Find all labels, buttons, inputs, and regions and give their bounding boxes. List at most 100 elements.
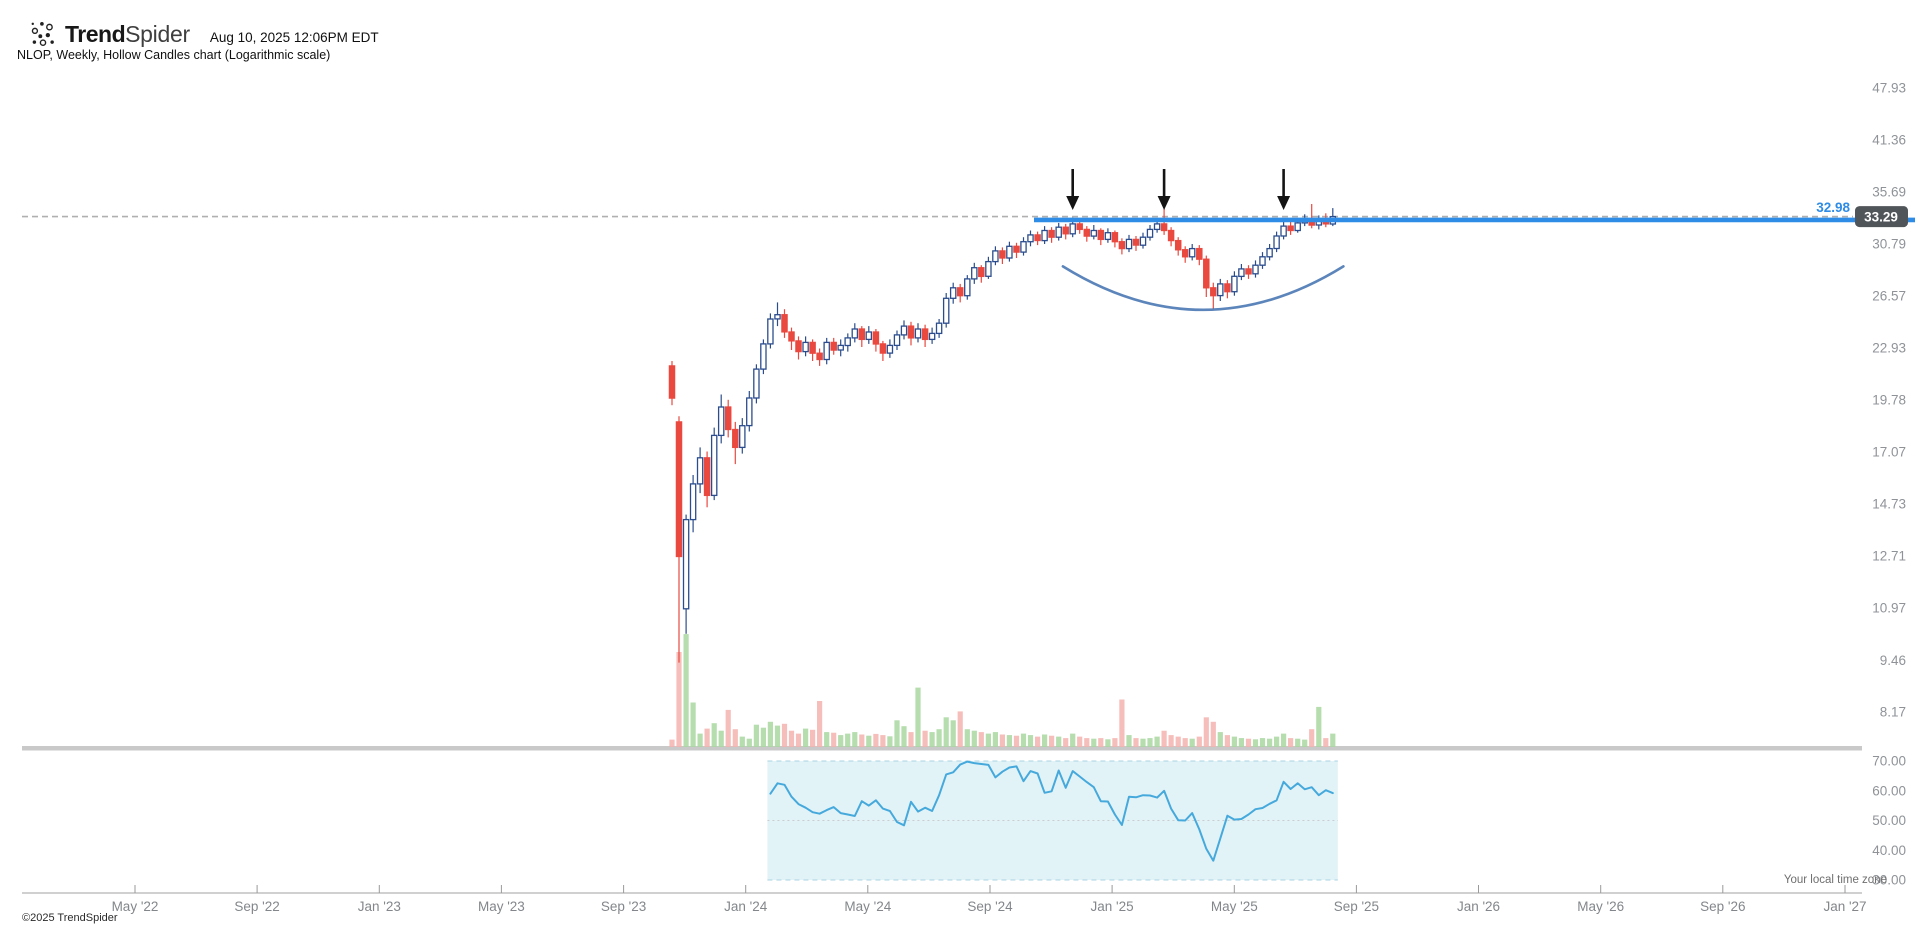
volume-bar (1084, 738, 1090, 747)
volume-bar (845, 733, 851, 747)
volume-bar (873, 733, 879, 747)
volume-bar (824, 732, 830, 747)
candle-body (1266, 247, 1273, 258)
candle-body (1076, 223, 1083, 231)
candle-body (816, 352, 823, 361)
volume-bar (1189, 738, 1195, 747)
candle-body (1132, 238, 1140, 246)
volume-bar (859, 734, 865, 747)
candle-body (703, 457, 711, 497)
candle-body (865, 331, 873, 341)
candle-body (1167, 229, 1175, 242)
candle-body (928, 332, 936, 341)
volume-bar (1245, 738, 1252, 747)
volume-bar (1056, 736, 1062, 747)
time-axis-label: Jan '25 (1091, 899, 1134, 914)
candle-body (781, 314, 788, 333)
time-axis-label: May '26 (1577, 899, 1624, 914)
candle-body (1160, 223, 1168, 232)
candle-body (956, 287, 964, 297)
candle-body (837, 344, 844, 351)
price-axis-label: 17.07 (1872, 445, 1906, 460)
volume-bar (746, 738, 752, 747)
volume-bar (1224, 735, 1230, 747)
candle-body (1041, 229, 1048, 242)
volume-bar (1316, 706, 1322, 747)
candle-body (1034, 234, 1041, 242)
volume-bar (1140, 738, 1146, 747)
volume-bar (1281, 733, 1287, 747)
candle-body (830, 341, 837, 351)
price-axis-label: 8.17 (1880, 705, 1906, 720)
volume-bar (1267, 738, 1273, 747)
candle-body (717, 406, 725, 437)
rsi-axis-label: 70.00 (1872, 754, 1906, 769)
volume-bar (1175, 736, 1181, 747)
candle-body (964, 278, 971, 297)
volume-bar (1133, 738, 1139, 747)
candle-body (942, 297, 950, 324)
volume-bar (1126, 735, 1132, 747)
volume-bar (1070, 733, 1076, 747)
volume-bar (838, 735, 844, 747)
candle-body (893, 334, 901, 347)
volume-bar (788, 730, 795, 747)
candle-body (1104, 232, 1112, 241)
price-axis: 47.93 41.36 35.69 30.79 26.57 22.93 19.78 17.07… (1872, 81, 1906, 720)
down-arrow-head-icon (1157, 196, 1171, 210)
candle-body (760, 343, 767, 370)
rsi-axis: 70.00 60.00 50.00 40.00 30.00 (1872, 754, 1906, 888)
time-axis-label: May '22 (112, 899, 159, 914)
rsi-axis-label: 50.00 (1872, 813, 1906, 828)
volume-bar (1309, 729, 1315, 747)
volume-bar (1098, 738, 1104, 747)
price-axis-label: 9.46 (1880, 653, 1906, 668)
candle-body (1083, 228, 1091, 237)
volume-bar (922, 730, 928, 747)
price-axis-label: 12.71 (1872, 549, 1906, 564)
volume-bar (1105, 739, 1111, 747)
volume-bar (936, 729, 942, 747)
arrow-annotations (1066, 169, 1291, 210)
candle-body (668, 365, 676, 399)
volume-bar (753, 724, 759, 747)
candle-body (978, 267, 985, 278)
candle-body (907, 325, 915, 339)
candle-body (1224, 283, 1231, 293)
volume-bar (1035, 736, 1041, 747)
volume-bar (810, 729, 816, 747)
candle-body (851, 328, 859, 339)
time-axis-label: Jan '24 (724, 899, 768, 914)
time-axis-label: May '24 (844, 899, 891, 914)
volume-bar (795, 733, 802, 747)
cup-base-arc-annotation[interactable] (1061, 265, 1345, 312)
chart-timestamp: Aug 10, 2025 12:06PM EDT (209, 30, 379, 45)
volume-bar (1027, 735, 1034, 747)
volume-bar (774, 725, 781, 747)
volume-bar (725, 709, 731, 747)
volume-bar (1274, 736, 1280, 747)
candle-body (935, 322, 943, 335)
last-price-badge-label: 33.29 (1864, 209, 1898, 224)
candle-body (992, 250, 999, 263)
volume-bar (915, 687, 921, 747)
volume-bar (852, 732, 858, 747)
candle-body (1055, 226, 1062, 238)
volume-bar (683, 634, 689, 747)
volume-bar (1006, 735, 1012, 747)
candle-body (914, 328, 922, 339)
candle-body (1013, 245, 1020, 253)
price-axis-label: 30.79 (1872, 237, 1906, 252)
candle-body (1245, 268, 1252, 275)
volume-bar (1063, 738, 1069, 747)
candle-body (809, 341, 816, 354)
volume-bar (1259, 738, 1266, 747)
volume-bar (803, 728, 809, 747)
volume-bar (1013, 735, 1020, 747)
app-header: Trend Spider Aug 10, 2025 12:06PM EDT (30, 14, 379, 48)
last-price-badge: 33.29 (1855, 206, 1908, 228)
volume-bar (866, 735, 872, 747)
timezone-note: Your local time zone (1783, 874, 1887, 886)
volume-bar (950, 720, 956, 747)
